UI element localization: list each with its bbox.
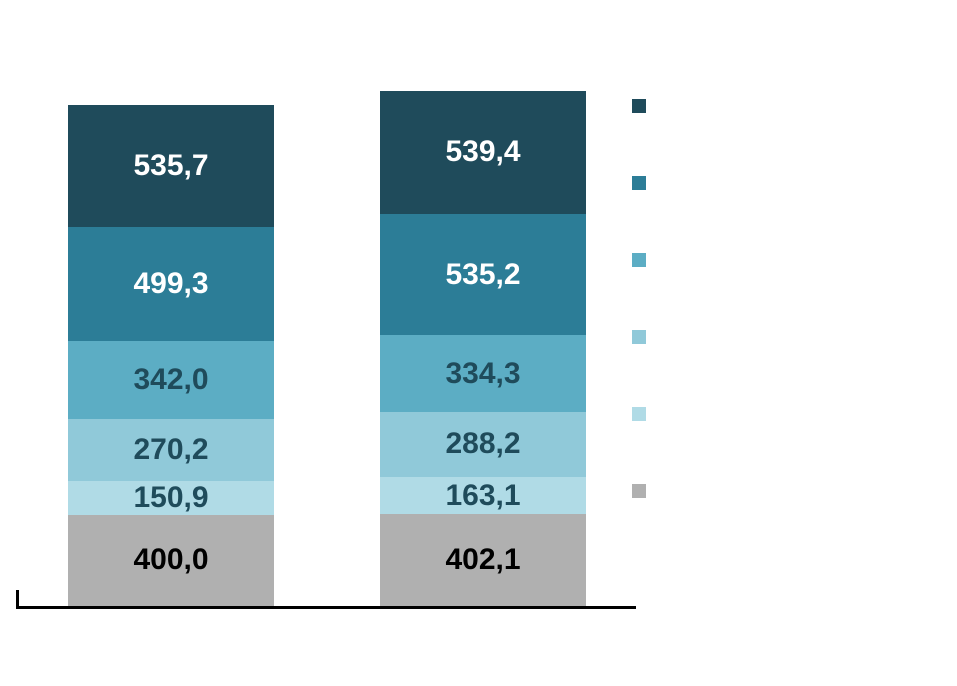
chart-stage: 535,7 499,3 342,0 270,2 150,9 400,0 539,… (0, 0, 957, 686)
y-axis-stub (16, 590, 19, 606)
legend-item-s2 (632, 173, 656, 190)
bar1-seg-s4-label: 270,2 (133, 433, 208, 467)
bar2-seg-s3: 334,3 (380, 335, 586, 411)
legend (632, 96, 656, 498)
bar2-seg-s6-label: 402,1 (445, 543, 520, 577)
legend-swatch-s5 (632, 407, 646, 421)
bar2-seg-s6: 402,1 (380, 514, 586, 606)
bar2-seg-s4: 288,2 (380, 412, 586, 478)
bar2-seg-s5: 163,1 (380, 477, 586, 514)
legend-item-s3 (632, 250, 656, 267)
bar2-seg-s5-label: 163,1 (445, 479, 520, 513)
legend-item-s1 (632, 96, 656, 113)
bar2-seg-s1-label: 539,4 (445, 135, 520, 169)
legend-swatch-s2 (632, 176, 646, 190)
legend-swatch-s4 (632, 330, 646, 344)
bar1-seg-s1-label: 535,7 (133, 149, 208, 183)
bar1-seg-s5: 150,9 (68, 481, 274, 515)
bar1-seg-s2: 499,3 (68, 227, 274, 341)
legend-swatch-s1 (632, 99, 646, 113)
bar2-seg-s2: 535,2 (380, 214, 586, 336)
legend-swatch-s6 (632, 484, 646, 498)
bar2-seg-s4-label: 288,2 (445, 427, 520, 461)
legend-item-s5 (632, 404, 656, 421)
legend-swatch-s3 (632, 253, 646, 267)
bar-column-2: 539,4 535,2 334,3 288,2 163,1 402,1 (380, 91, 586, 606)
bar1-seg-s3: 342,0 (68, 341, 274, 419)
legend-item-s6 (632, 481, 656, 498)
bar1-seg-s4: 270,2 (68, 419, 274, 481)
bar1-seg-s1: 535,7 (68, 105, 274, 227)
bar1-seg-s2-label: 499,3 (133, 267, 208, 301)
bar1-seg-s5-label: 150,9 (133, 481, 208, 515)
bar1-seg-s6-label: 400,0 (133, 543, 208, 577)
bar2-seg-s2-label: 535,2 (445, 258, 520, 292)
legend-item-s4 (632, 327, 656, 344)
bar1-seg-s6: 400,0 (68, 515, 274, 606)
bar1-seg-s3-label: 342,0 (133, 363, 208, 397)
bar2-seg-s1: 539,4 (380, 91, 586, 214)
bar-column-1: 535,7 499,3 342,0 270,2 150,9 400,0 (68, 105, 274, 606)
bar2-seg-s3-label: 334,3 (445, 357, 520, 391)
x-axis-line (16, 606, 636, 609)
